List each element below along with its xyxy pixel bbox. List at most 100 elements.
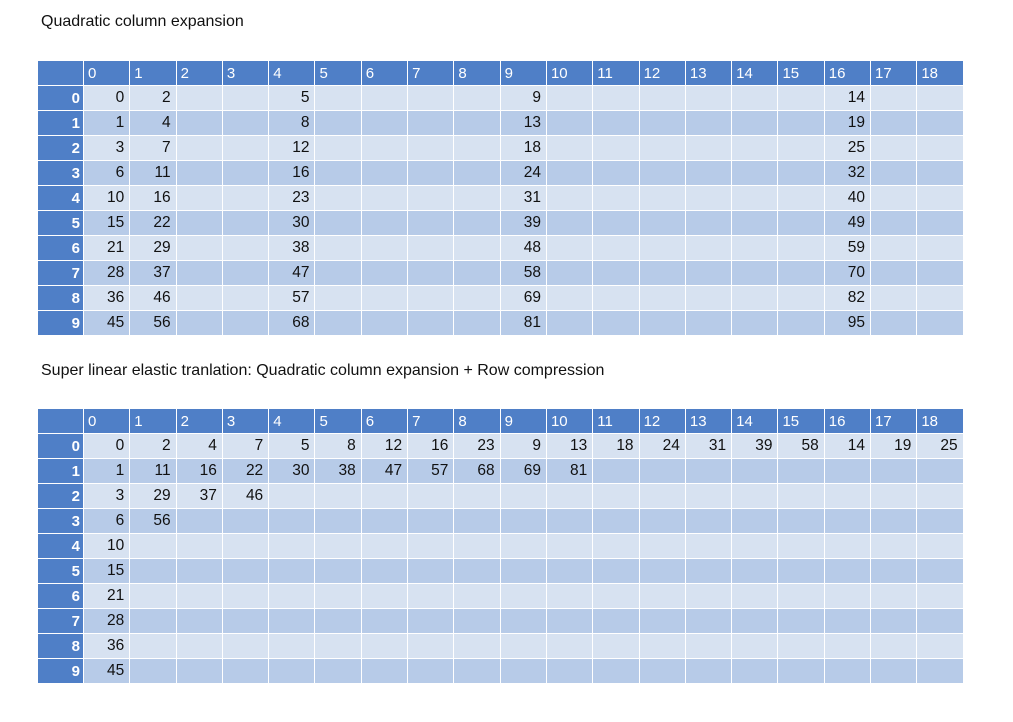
- table2-cell: [545, 558, 594, 584]
- table2-column-header: 17: [870, 408, 918, 434]
- table2-cell: [499, 533, 547, 559]
- table2-cell: [360, 533, 409, 559]
- table2-cell: [221, 508, 270, 534]
- table1-cell: [731, 85, 779, 111]
- table2-cell: [777, 508, 825, 534]
- table1-cell: [221, 85, 270, 111]
- table2-cell: [638, 458, 686, 484]
- table2-column-header: 12: [638, 408, 686, 434]
- table1-cell: [360, 210, 409, 236]
- table1-cell: 23: [268, 185, 316, 211]
- table1-cell: [175, 185, 223, 211]
- table1-cell: [870, 235, 918, 261]
- table2-cell: [684, 583, 733, 609]
- table2-cell: 15: [82, 558, 131, 584]
- table2-cell: 5: [268, 433, 316, 459]
- table1-row: 8 36 46 57 69 82: [37, 285, 964, 311]
- table1-cell: [870, 135, 918, 161]
- table2-cell: [545, 508, 594, 534]
- table1-cell: [407, 185, 455, 211]
- table1-cell: [592, 135, 640, 161]
- quadratic-expansion-table: 0 1 2 3 4 5 6 7 8 9 10 11 12 13 14 15 16 17 18 0 0 2 5 9 14 1 1 4 8 1…: [37, 60, 964, 336]
- table2-cell: [684, 633, 733, 659]
- table2-row: 1 1 11 16 22 30 38 47 57 68 69 81: [37, 458, 964, 484]
- table2-cell: 45: [82, 658, 131, 684]
- table1-cell: [592, 185, 640, 211]
- table1-cell: [638, 210, 686, 236]
- table2-cell: 22: [221, 458, 270, 484]
- table1-cell: 37: [129, 260, 177, 286]
- table1-cell: [777, 160, 825, 186]
- table1-cell: 36: [82, 285, 131, 311]
- table2-cell: [129, 583, 177, 609]
- table2-cell: [777, 483, 825, 509]
- table1-cell: 45: [82, 310, 131, 336]
- table1-cell: [175, 285, 223, 311]
- table1-header-row: 0 1 2 3 4 5 6 7 8 9 10 11 12 13 14 15 16 17 18: [37, 60, 964, 86]
- table2-cell: [175, 608, 223, 634]
- table2-cell: [221, 533, 270, 559]
- table2-cell: [731, 658, 779, 684]
- table2-row-header: 4: [37, 533, 84, 559]
- table2-cell: [129, 558, 177, 584]
- table1-cell: [314, 285, 362, 311]
- table2-cell: [453, 583, 501, 609]
- table1-cell: [638, 285, 686, 311]
- table1-cell: [684, 260, 733, 286]
- table2-cell: [870, 658, 918, 684]
- table1-cell: [221, 285, 270, 311]
- table2-cell: [453, 508, 501, 534]
- table1-cell: [870, 110, 918, 136]
- table1-cell: [638, 135, 686, 161]
- table1-row: 4 10 16 23 31 40: [37, 185, 964, 211]
- table2-cell: [870, 583, 918, 609]
- table2-cell: 25: [916, 433, 964, 459]
- table1-cell: [407, 135, 455, 161]
- table1-cell: [684, 285, 733, 311]
- table2-cell: 8: [314, 433, 362, 459]
- table1-column-header: 17: [870, 60, 918, 86]
- table2-cell: [221, 558, 270, 584]
- table1-cell: [777, 110, 825, 136]
- table1-cell: [360, 85, 409, 111]
- table1-cell: [175, 160, 223, 186]
- table1-cell: 12: [268, 135, 316, 161]
- table2-cell: [916, 508, 964, 534]
- table2-cell: [268, 533, 316, 559]
- table2-cell: 57: [407, 458, 455, 484]
- table1-cell: [407, 110, 455, 136]
- table2-cell: [731, 458, 779, 484]
- table2-cell: [360, 658, 409, 684]
- table1-cell: [638, 235, 686, 261]
- table2-cell: [545, 533, 594, 559]
- table1-row: 0 0 2 5 9 14: [37, 85, 964, 111]
- table1-cell: [870, 285, 918, 311]
- table2-cell: [870, 558, 918, 584]
- table1-cell: [870, 160, 918, 186]
- table1-cell: [175, 85, 223, 111]
- table1-cell: [731, 310, 779, 336]
- table1-column-header: 5: [314, 60, 362, 86]
- table2-cell: [684, 483, 733, 509]
- table1-cell: [870, 310, 918, 336]
- table1-cell: 70: [823, 260, 872, 286]
- table1-cell: 2: [129, 85, 177, 111]
- table2-cell: [777, 608, 825, 634]
- table2-cell: 39: [731, 433, 779, 459]
- table1-cell: [731, 185, 779, 211]
- table2-cell: 24: [638, 433, 686, 459]
- table2-cell: [684, 458, 733, 484]
- table2-cell: [314, 533, 362, 559]
- table2-cell: 29: [129, 483, 177, 509]
- table1-cell: 21: [82, 235, 131, 261]
- table1-cell: 19: [823, 110, 872, 136]
- table2-cell: 18: [592, 433, 640, 459]
- table2-cell: 3: [82, 483, 131, 509]
- table1-cell: [592, 85, 640, 111]
- table2-column-header: 3: [221, 408, 270, 434]
- table2-cell: 16: [407, 433, 455, 459]
- table2-cell: [314, 508, 362, 534]
- table2-cell: [916, 483, 964, 509]
- table2-cell: [823, 658, 872, 684]
- table2-column-header: 14: [731, 408, 779, 434]
